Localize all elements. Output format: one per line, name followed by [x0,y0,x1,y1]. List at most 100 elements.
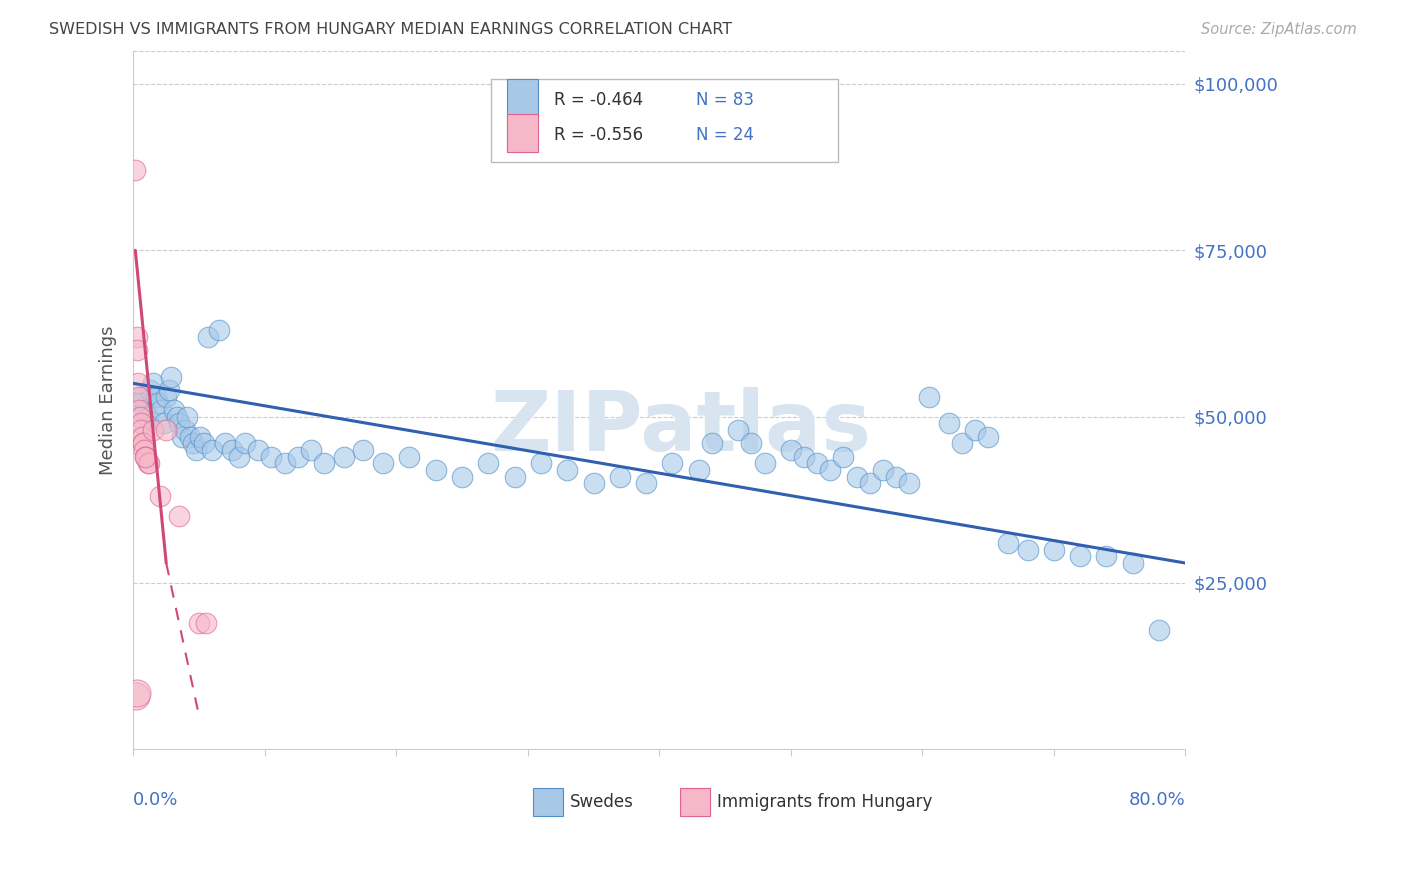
Point [128,390,150,404]
Text: Source: ZipAtlas.com: Source: ZipAtlas.com [1201,22,1357,37]
Point [181,436,204,450]
Point [152,417,174,431]
Point [166,409,188,424]
Point [127,686,149,700]
Point [820,463,842,477]
Point [898,476,921,491]
Point [287,450,309,464]
Point [136,409,159,424]
Point [1122,556,1144,570]
Point [155,390,177,404]
Point [332,450,354,464]
Point [194,615,217,630]
Point [136,456,159,470]
Point [169,417,191,431]
Point [157,383,180,397]
Text: ZIPatlas: ZIPatlas [489,387,870,468]
Point [131,436,153,450]
Point [142,423,165,437]
Point [1147,623,1170,637]
Point [163,403,186,417]
Point [918,390,941,404]
Point [884,469,907,483]
Point [131,390,153,404]
Point [138,456,160,470]
Point [127,376,149,391]
Point [170,429,193,443]
Point [740,436,762,450]
Point [997,536,1019,550]
Point [299,442,322,457]
Point [129,396,152,410]
Point [131,429,153,443]
Point [125,330,148,344]
Point [636,476,658,491]
Point [1017,542,1039,557]
Point [214,436,236,450]
Point [129,423,152,437]
Point [555,463,578,477]
Point [134,450,156,464]
Y-axis label: Median Earnings: Median Earnings [100,326,117,475]
Point [247,442,270,457]
Point [145,390,167,404]
Point [273,456,295,470]
Point [938,417,960,431]
Point [845,469,868,483]
Point [173,423,195,437]
Text: N = 83: N = 83 [696,91,754,109]
Bar [681,788,710,815]
Point [201,442,224,457]
Point [221,442,243,457]
Point [963,423,986,437]
Point [186,442,208,457]
Text: N = 24: N = 24 [696,126,754,144]
Point [176,409,198,424]
Point [1095,549,1118,564]
Text: R = -0.556: R = -0.556 [554,126,644,144]
Point [149,490,172,504]
Point [609,469,631,483]
Point [188,615,211,630]
Point [149,403,172,417]
Point [142,376,165,391]
Text: 80.0%: 80.0% [1129,791,1185,809]
Point [233,436,256,450]
Point [134,403,156,417]
FancyBboxPatch shape [491,78,838,162]
Text: Swedes: Swedes [569,793,634,811]
Point [193,436,215,450]
Point [132,436,155,450]
Point [503,469,526,483]
Point [977,429,1000,443]
Point [832,450,855,464]
Point [451,469,474,483]
Point [398,450,420,464]
Point [353,442,375,457]
Text: R = -0.464: R = -0.464 [554,91,644,109]
Point [872,463,894,477]
Text: Immigrants from Hungary: Immigrants from Hungary [717,793,932,811]
Point [127,343,149,357]
Point [425,463,447,477]
Point [134,450,156,464]
Point [228,450,250,464]
Point [128,403,150,417]
Point [129,417,152,431]
Point [700,436,723,450]
Point [179,429,201,443]
Point [197,330,219,344]
Point [260,450,283,464]
Point [132,442,155,457]
Point [727,423,749,437]
Point [582,476,605,491]
Point [124,163,146,178]
Point [859,476,882,491]
Point [129,409,152,424]
Point [135,450,157,464]
Point [160,369,183,384]
Point [477,456,499,470]
Text: 0.0%: 0.0% [134,791,179,809]
Point [169,509,191,524]
Bar [506,78,538,117]
